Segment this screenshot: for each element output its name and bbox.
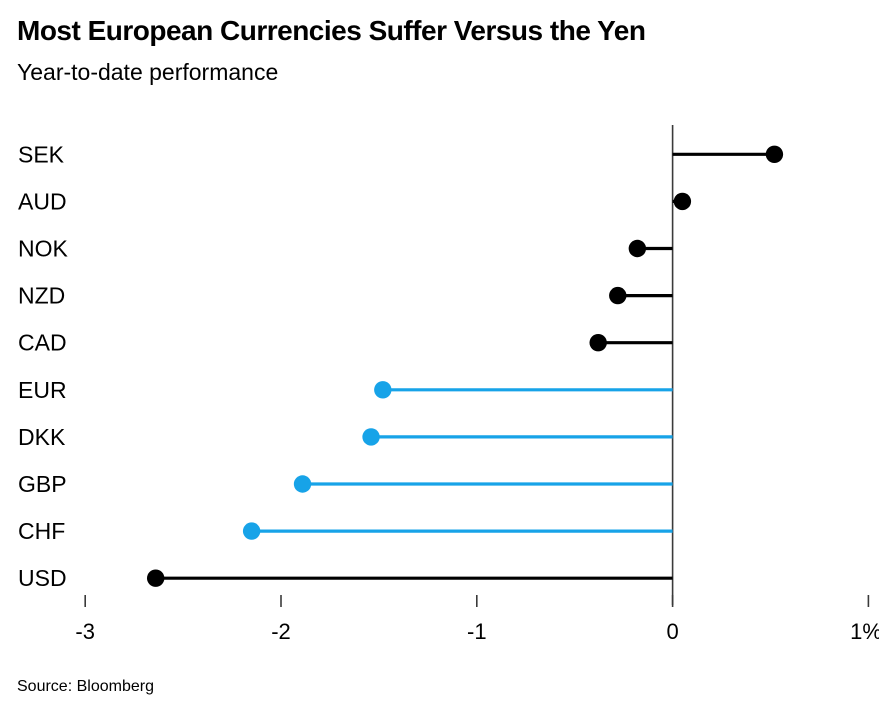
lollipop-dot: [609, 286, 627, 305]
x-tick-label: 1%: [850, 619, 879, 644]
chart-subtitle: Year-to-date performance: [17, 59, 279, 85]
lollipop-dot: [362, 428, 380, 446]
lollipop-dot: [673, 192, 692, 211]
category-label: EUR: [18, 377, 67, 403]
x-tick-label: -3: [75, 619, 95, 644]
category-label: GBP: [18, 471, 67, 497]
lollipop-dot: [765, 145, 784, 163]
lollipop-dot: [374, 381, 392, 399]
lollipop-dot: [589, 334, 607, 352]
lollipop-dot: [146, 569, 165, 587]
category-label: USD: [18, 565, 67, 591]
x-tick-label: -2: [271, 619, 291, 644]
category-label: NZD: [18, 283, 65, 309]
category-label: AUD: [18, 188, 67, 214]
category-label: NOK: [18, 236, 69, 262]
category-label: CAD: [18, 330, 67, 356]
lollipop-dot: [293, 475, 312, 493]
category-label: CHF: [18, 518, 65, 544]
x-tick-label: -1: [467, 619, 487, 644]
lollipop-dot: [628, 239, 647, 258]
category-label: SEK: [18, 141, 65, 167]
category-label: DKK: [18, 424, 66, 450]
lollipop-dot: [242, 522, 261, 540]
x-tick-label: 0: [666, 619, 678, 644]
source-note: Source: Bloomberg: [17, 678, 154, 695]
chart-title: Most European Currencies Suffer Versus t…: [17, 15, 646, 46]
